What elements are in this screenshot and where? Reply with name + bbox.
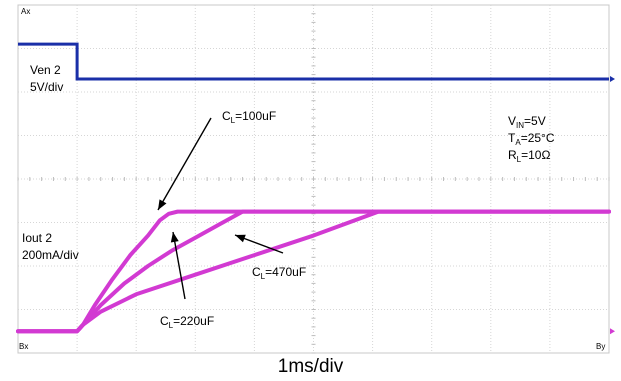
ven-channel-scale: 5V/div xyxy=(30,80,63,94)
corner-mark-bottom-right: By xyxy=(596,342,605,351)
corner-mark-top-left: Ax xyxy=(21,7,30,16)
arrow-cl-100uf xyxy=(157,117,212,211)
iout-level-marker xyxy=(610,328,615,335)
condition-ta: TA=25°C xyxy=(508,131,555,147)
corner-mark-bottom-left: Bx xyxy=(19,342,28,351)
arrow-cl-220uf-head xyxy=(170,232,179,243)
label-cl-470uf: CL=470uF xyxy=(252,265,306,281)
condition-vin: VIN=5V xyxy=(508,114,546,130)
grid xyxy=(17,4,610,354)
arrow-cl-470uf-head xyxy=(235,234,246,243)
label-cl-100uf: CL=100uF xyxy=(222,109,276,125)
time-scale-label: 1ms/div xyxy=(277,356,344,377)
iout-channel-name: Iout 2 xyxy=(22,231,52,245)
iout-trace-cl-470uf xyxy=(16,209,611,334)
iout-channel-scale: 200mA/div xyxy=(22,248,79,262)
ven-level-marker xyxy=(610,75,615,82)
ven-trace xyxy=(18,42,609,81)
annotation-arrows xyxy=(157,117,284,300)
arrow-cl-100uf-head xyxy=(158,199,167,210)
scope-chart: Ax Bx By Ven 2 5V/div Iout 2 200mA/div V… xyxy=(16,4,615,354)
ven-channel-name: Ven 2 xyxy=(30,63,61,77)
arrow-cl-220uf xyxy=(172,231,186,300)
label-cl-220uf: CL=220uF xyxy=(160,314,214,330)
condition-rl: RL=10Ω xyxy=(508,148,550,164)
traces xyxy=(16,42,615,335)
